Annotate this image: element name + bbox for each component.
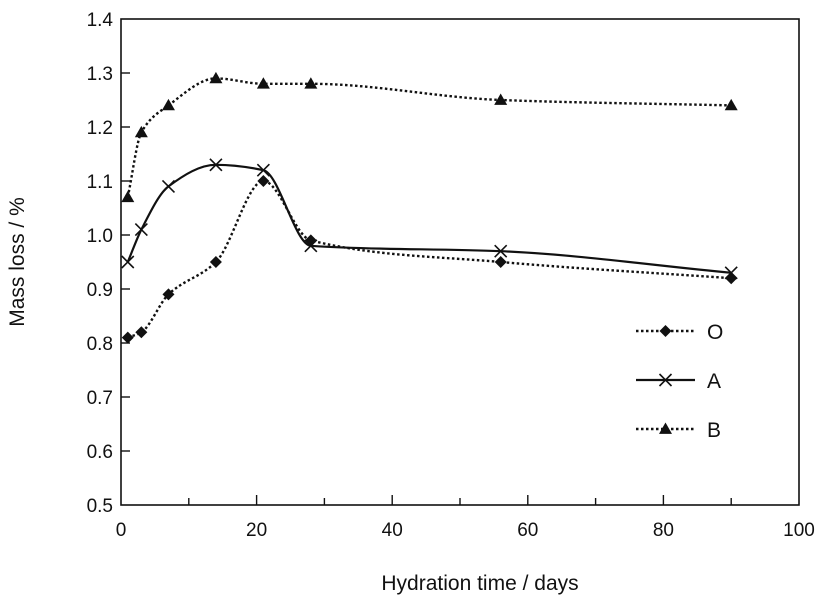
- series-a: [121, 158, 738, 280]
- series-b-point: [494, 93, 508, 105]
- legend-item-b: B: [636, 419, 721, 442]
- legend-item-a: A: [636, 370, 721, 393]
- series-b-line: [126, 77, 732, 198]
- series-o-point: [209, 256, 222, 268]
- legend-item-o: O: [636, 321, 723, 344]
- series-a-point: [209, 158, 223, 172]
- series-b: [121, 71, 738, 203]
- legend-marker: [659, 422, 672, 434]
- legend-marker: [659, 325, 672, 337]
- series-b-point: [121, 190, 135, 203]
- y-axis-ticks: 0.5 0.6 0.7 0.8 0.9 1.0 1.1 1.2 1.3 1.4: [87, 10, 130, 517]
- x-tick-label: 40: [382, 520, 403, 541]
- y-tick-label: 1.3: [87, 64, 113, 85]
- series-a-point: [724, 266, 738, 280]
- y-tick-label: 0.7: [87, 388, 113, 409]
- legend: O A B: [636, 321, 723, 442]
- y-tick-label: 1.1: [87, 172, 113, 193]
- x-tick-label: 80: [653, 520, 674, 541]
- series-a-point: [494, 244, 508, 258]
- y-tick-label: 0.5: [87, 496, 113, 517]
- series-a-point: [304, 239, 318, 253]
- series-o-point: [162, 288, 175, 301]
- legend-label: O: [707, 321, 723, 344]
- series-b-point: [161, 98, 175, 111]
- x-tick-label: 0: [116, 520, 127, 541]
- plot-area-frame: [120, 18, 800, 506]
- series-o-point: [135, 326, 148, 339]
- series-o-point: [494, 256, 507, 268]
- series-a-point: [256, 163, 270, 177]
- series-a-point: [161, 179, 176, 193]
- series-o: [121, 175, 738, 344]
- y-tick-label: 0.6: [87, 442, 113, 463]
- x-axis-title: Hydration time / days: [381, 572, 578, 595]
- series-b-point: [256, 77, 270, 89]
- y-tick-label: 0.8: [87, 334, 113, 355]
- series-o-point: [121, 331, 134, 344]
- series-o-point: [257, 175, 270, 187]
- x-tick-label: 60: [517, 520, 538, 541]
- series-a-line: [126, 163, 732, 274]
- series-b-point: [304, 77, 318, 89]
- series-a-point: [134, 223, 148, 237]
- series-b-point: [134, 125, 148, 138]
- x-tick-label: 100: [783, 520, 815, 541]
- y-axis-title: Mass loss / %: [6, 197, 29, 327]
- legend-label: B: [707, 419, 721, 442]
- series-a-point: [121, 255, 135, 269]
- y-tick-label: 1.0: [87, 226, 113, 247]
- series-b-point: [209, 71, 223, 84]
- legend-marker: [658, 373, 673, 387]
- x-axis-ticks: 0 20 40 60 80 100: [116, 495, 815, 541]
- y-tick-label: 0.9: [87, 280, 113, 301]
- x-tick-label: 20: [246, 520, 267, 541]
- series-b-point: [724, 98, 738, 111]
- legend-label: A: [707, 370, 721, 393]
- series-layer: [121, 71, 738, 344]
- y-tick-label: 1.2: [87, 118, 113, 139]
- y-tick-label: 1.4: [87, 10, 114, 31]
- series-o-point: [725, 272, 738, 285]
